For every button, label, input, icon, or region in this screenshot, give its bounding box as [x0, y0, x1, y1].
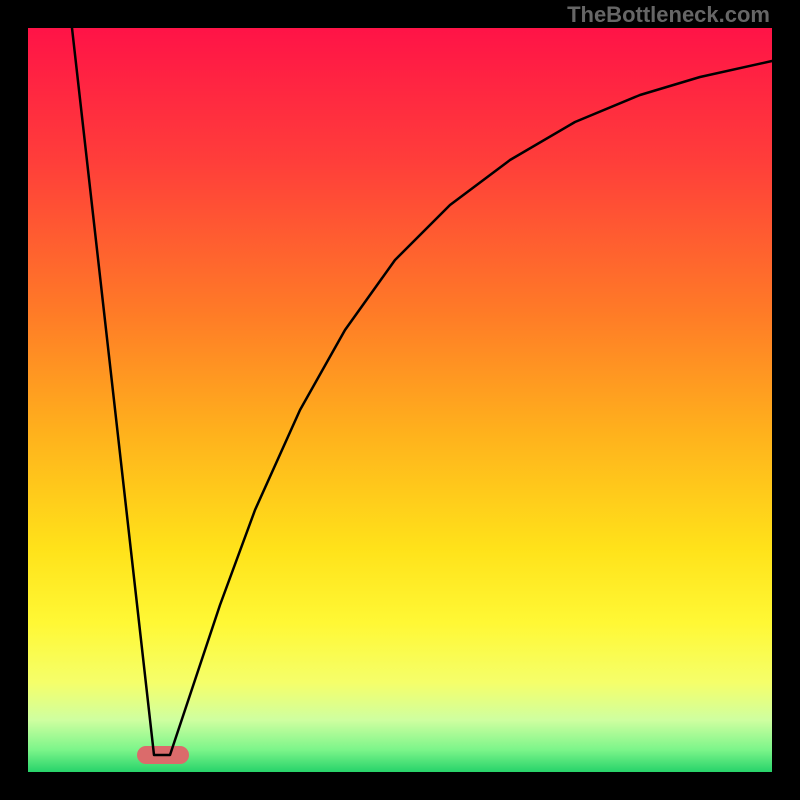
- curve-line: [0, 0, 800, 800]
- chart-container: TheBottleneck.com: [0, 0, 800, 800]
- watermark-text: TheBottleneck.com: [567, 2, 770, 28]
